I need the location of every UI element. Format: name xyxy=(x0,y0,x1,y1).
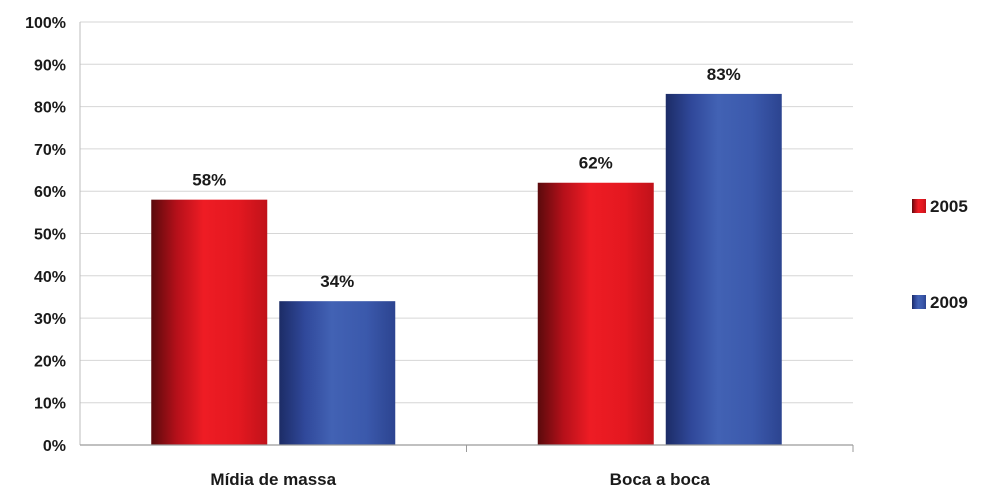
data-labels: 58% 34% 62% 83% xyxy=(192,65,741,291)
bars xyxy=(151,93,782,446)
y-tick-label: 80% xyxy=(34,100,66,117)
x-category-label: Mídia de massa xyxy=(210,470,336,489)
y-tick-label: 70% xyxy=(34,142,66,159)
y-tick-label: 30% xyxy=(34,311,66,328)
legend-label: 2005 xyxy=(930,197,968,216)
data-label: 62% xyxy=(579,154,613,173)
data-label: 58% xyxy=(192,171,226,190)
y-tick-label: 100% xyxy=(25,15,66,32)
y-tick-label: 60% xyxy=(34,184,66,201)
legend: 2005 2009 xyxy=(912,197,968,312)
y-tick-label: 40% xyxy=(34,269,66,286)
y-tick-label: 50% xyxy=(34,227,66,244)
bar-2009 xyxy=(665,93,782,445)
x-axis: Mídia de massa Boca a boca xyxy=(80,444,854,489)
y-tick-label: 10% xyxy=(34,396,66,413)
y-axis: 0% 10% 20% 30% 40% 50% 60% 70% 80% 90% 100% xyxy=(25,15,81,455)
bar-2009 xyxy=(279,301,396,445)
y-tick-label: 0% xyxy=(43,438,66,455)
bar-2005 xyxy=(151,199,268,445)
x-category-label: Boca a boca xyxy=(610,470,711,489)
y-tick-label: 20% xyxy=(34,353,66,370)
legend-swatch-2009 xyxy=(912,295,926,309)
bar-2005 xyxy=(537,182,654,446)
y-tick-label: 90% xyxy=(34,57,66,74)
legend-label: 2009 xyxy=(930,293,968,312)
data-label: 34% xyxy=(320,272,354,291)
data-label: 83% xyxy=(707,65,741,84)
legend-swatch-2005 xyxy=(912,199,926,213)
